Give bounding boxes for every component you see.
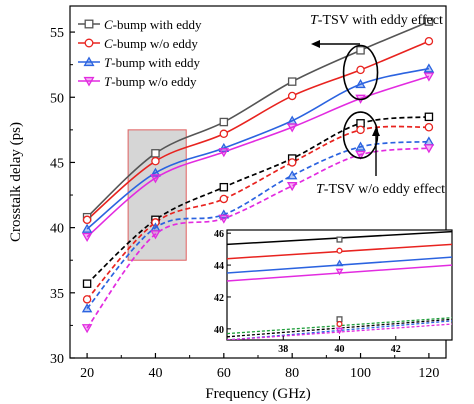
x-tick-label: 100 [350,366,371,381]
data-point-without-eddy-5-4 [356,125,365,135]
x-tick-label: 120 [418,366,439,381]
data-point-without-eddy-5-2 [219,194,229,204]
y-tick-label: 30 [50,352,64,367]
inset-y-tick-label: 40 [214,325,224,336]
data-point-without-eddy-7-2 [218,214,230,224]
plot-area [81,17,435,334]
x-tick-label: 80 [285,366,299,381]
data-point-with-eddy-0-2 [219,117,229,127]
inset-marker-5 [336,321,343,328]
data-point-without-eddy-5-3 [287,158,297,167]
y-tick-label: 45 [50,156,64,171]
series-line-with-eddy-3 [86,75,430,238]
data-point-with-eddy-3-1 [150,174,161,184]
data-point-without-eddy-7-3 [286,182,298,192]
inset-x-tick-label: 42 [391,344,401,355]
data-point-with-eddy-3-2 [218,148,230,158]
series-group [81,17,435,334]
data-point-with-eddy-2-3 [286,115,298,125]
data-point-without-eddy-6-3 [286,170,298,180]
data-point-without-eddy-4-2 [219,182,229,192]
without-eddy-annotation: T-TSV w/o eddy effect [316,182,445,197]
series-line-without-eddy-6 [86,140,429,310]
y-tick-label: 35 [50,287,64,302]
axes: 20 40 60 80 100 120 30 35 40 45 50 55 Frequency (GHz… [8,5,447,402]
legend-label: T-bump with eddy [104,55,201,70]
data-point-with-eddy-1-1 [151,156,160,166]
data-point-with-eddy-2-5 [423,63,435,73]
data-point-with-eddy-2-2 [218,142,230,152]
x-tick-label: 40 [148,366,162,381]
data-point-without-eddy-4-0 [82,279,92,288]
inset-marker-4 [336,316,343,323]
data-point-without-eddy-7-1 [150,230,161,240]
series-line-without-eddy-4 [86,115,429,285]
legend-label: C-bump w/o eddy [104,36,198,51]
series-line-with-eddy-2 [86,67,430,230]
inset-y-tick-label: 42 [214,293,224,304]
series-line-without-eddy-7 [86,147,429,329]
legend-label: T-bump w/o eddy [104,74,197,89]
series-line-with-eddy-1 [86,40,430,221]
y-tick-label: 50 [50,91,64,106]
y-tick-label: 55 [50,26,64,41]
inset-marker-6 [335,327,344,335]
legend: C-bump with eddy C-bump w/o eddy T-bump wi… [78,17,202,89]
data-point-without-eddy-6-0 [81,303,93,313]
inset-x-tick-label: 38 [278,344,288,355]
data-point-with-eddy-2-4 [355,78,366,89]
inset-marker-0 [336,236,343,243]
x-axis-title: Frequency (GHz) [205,386,310,402]
data-point-with-eddy-2-0 [81,223,93,233]
inset-y-tick-label: 44 [214,261,224,272]
data-point-without-eddy-7-5 [423,144,435,154]
with-eddy-arrowhead [311,40,320,48]
data-point-with-eddy-0-3 [287,77,297,86]
inset-series-group [227,230,452,340]
data-point-without-eddy-4-5 [424,112,434,122]
data-point-without-eddy-7-4 [355,150,366,160]
data-point-with-eddy-1-3 [287,91,297,101]
inset-marker-3 [335,268,344,276]
series-line-without-eddy-5 [86,125,429,300]
legend-marker [83,56,95,67]
data-point-with-eddy-3-3 [286,123,298,133]
data-point-with-eddy-3-0 [81,232,93,243]
inset-marker-2 [335,259,344,267]
legend-label: C-bump with eddy [104,17,202,32]
series-line-with-eddy-0 [86,20,430,218]
inset-marker-1 [336,247,343,254]
inset-y-tick-label: 46 [214,229,224,240]
legend-marker [83,76,95,87]
data-point-with-eddy-1-0 [82,215,92,225]
data-point-without-eddy-5-5 [424,122,434,132]
annotations: T-TSV with eddy effect T-TSV w/o eddy eff… [310,13,445,197]
with-eddy-ellipse [342,44,379,101]
x-tick-label: 60 [217,366,231,381]
inset-zoom: 38 40 42 40 42 44 46 [214,229,453,355]
legend-marker [84,38,94,48]
data-point-without-eddy-5-0 [82,295,92,304]
with-eddy-annotation: T-TSV with eddy effect [310,13,443,28]
data-point-without-eddy-6-2 [218,209,230,219]
data-point-with-eddy-1-4 [356,65,365,75]
data-point-without-eddy-7-0 [81,324,93,334]
data-point-with-eddy-0-5 [424,17,434,26]
data-point-with-eddy-0-1 [151,149,160,158]
data-point-with-eddy-1-2 [219,129,229,139]
x-tick-label: 20 [80,366,94,381]
data-point-with-eddy-1-5 [424,36,434,46]
inset-x-tick-label: 40 [335,344,345,355]
data-point-without-eddy-6-4 [355,141,366,151]
data-point-with-eddy-3-5 [423,72,435,82]
y-axis-title: Crosstalk delay (ps) [8,122,24,242]
data-point-with-eddy-0-4 [356,46,365,55]
legend-marker [84,19,94,29]
without-eddy-arrowhead [372,127,380,136]
y-tick-label: 40 [50,222,64,237]
